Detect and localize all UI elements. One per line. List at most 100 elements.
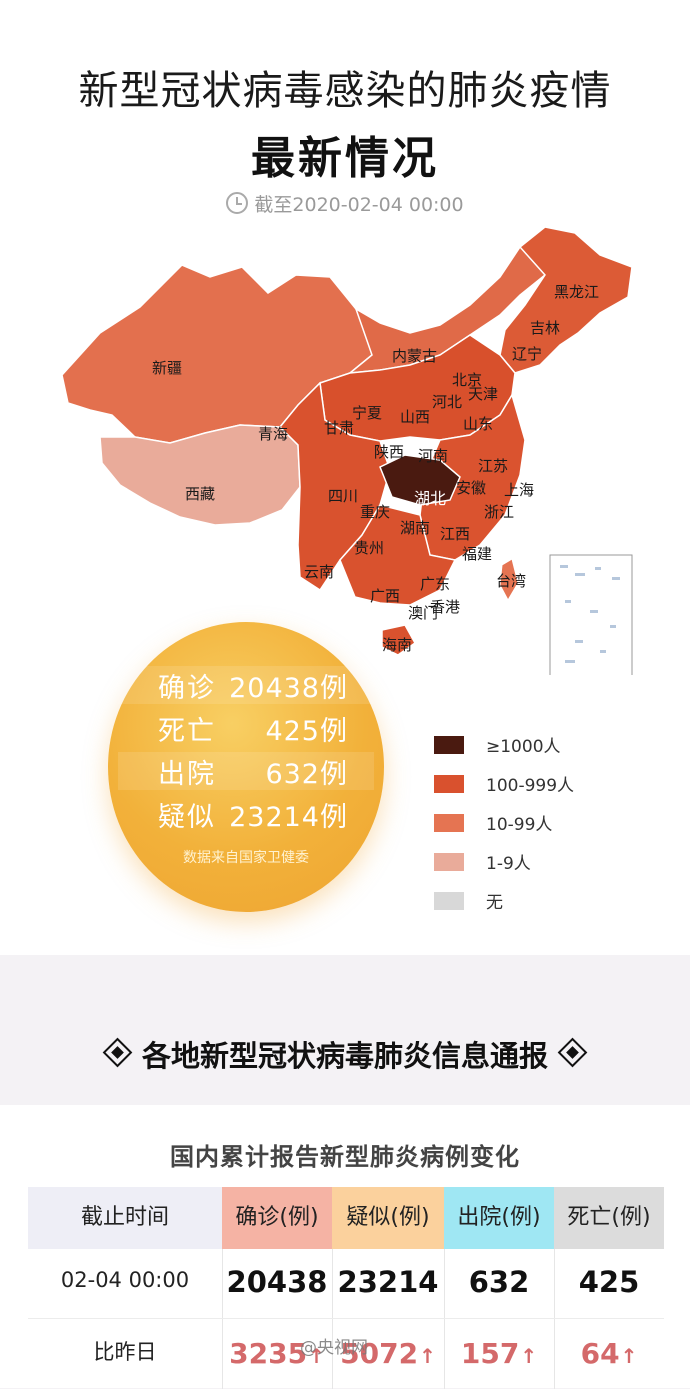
legend-swatch [434,853,464,871]
data-source: 数据来自国家卫健委 [183,850,309,866]
up-arrow-icon: ↑ [308,1344,325,1368]
legend-swatch [434,736,464,754]
deaths-label: 死亡 [158,716,216,747]
summary-circle: 确诊 20438例 死亡 425例 出院 632例 疑似 23214例 数据来自… [108,622,384,912]
header-recovered: 出院(例) [444,1187,554,1249]
province-label: 香港 [430,598,461,616]
south-sea-inset [549,554,633,675]
region-taiwan [499,558,519,602]
province-label: 福建 [462,545,493,563]
as-of-time: 截至2020-02-04 00:00 [0,190,690,217]
region-hubei [379,454,461,506]
watermark: @央视网 [300,1338,368,1358]
china-map-svg [61,226,633,675]
row2-confirmed-value: 3235 [229,1337,308,1370]
as-of-text: 截至2020-02-04 00:00 [254,194,464,216]
province-label: 四川 [328,487,359,505]
province-label: 广东 [420,575,451,593]
province-label: 黑龙江 [554,283,600,301]
province-label: 上海 [504,481,535,499]
province-label: 江苏 [478,457,509,475]
confirmed-label: 确诊 [158,673,216,704]
province-label: 天津 [468,385,499,403]
legend-label: 100-999人 [486,776,575,796]
row2-suspected-value: 5072 [340,1337,419,1370]
row2-confirmed: 3235↑ [222,1323,332,1385]
row2-recovered: 157↑ [444,1323,554,1385]
up-arrow-icon: ↑ [419,1344,436,1368]
province-label: 海南 [382,636,413,654]
legend-swatch [434,892,464,910]
province-label: 河北 [432,393,463,411]
province-label: 辽宁 [512,345,543,363]
row1-recovered: 632 [468,1265,530,1299]
diamond-icon [102,1037,133,1068]
province-label: 广西 [370,587,401,605]
province-label: 吉林 [530,319,561,337]
header-time: 截止时间 [28,1187,222,1249]
province-label: 澳门 [408,604,439,622]
page-subtitle: 最新情况 [251,133,439,184]
recovered-label: 出院 [158,759,216,790]
suspected-label: 疑似 [158,802,216,833]
row2-suspected: 5072↑ [332,1323,444,1385]
province-label: 云南 [304,563,335,581]
row1-deaths: 425 [578,1265,640,1299]
region-south [339,504,457,606]
section-title: 各地新型冠状病毒肺炎信息通报 [0,1033,690,1075]
province-label: 浙江 [484,503,515,521]
province-label: 山西 [400,408,431,426]
province-label-hubei: 湖北 [414,489,447,508]
province-label: 安徽 [456,479,487,497]
province-label: 青海 [258,425,289,443]
province-label: 江西 [440,525,471,543]
legend-label: 10-99人 [486,815,553,835]
recovered-value: 632例 [265,759,348,790]
up-arrow-icon: ↑ [520,1344,538,1368]
row1-confirmed: 20438 [226,1265,328,1299]
china-map: 黑龙江 吉林 辽宁 内蒙古 北京 天津 河北 山东 山西 宁夏 甘肃 新疆 青海… [0,205,690,675]
province-label: 湖南 [400,519,431,537]
suspected-row: 疑似 23214例 [158,795,358,833]
row1-suspected: 23214 [337,1265,439,1299]
diamond-icon [557,1037,588,1068]
province-label: 内蒙古 [392,347,438,365]
table-title: 国内累计报告新型肺炎病例变化 [170,1143,520,1171]
deaths-value: 425例 [265,716,348,747]
region-northeast [499,226,633,374]
legend-label: ≥1000人 [486,737,561,757]
row2-label: 比昨日 [93,1340,157,1364]
legend-label: 1-9人 [486,854,531,874]
up-arrow-icon: ↑ [620,1344,638,1368]
province-label: 重庆 [360,503,391,521]
recovered-row: 出院 632例 [158,752,358,790]
province-label: 甘肃 [324,419,355,437]
row2-deaths-value: 64 [580,1337,620,1370]
legend-swatch [434,814,464,832]
province-label: 山东 [463,415,494,433]
province-label: 北京 [452,371,483,389]
section-title-text: 各地新型冠状病毒肺炎信息通报 [141,1039,548,1073]
header-confirmed: 确诊(例) [222,1187,332,1249]
region-hainan [381,624,416,656]
province-label: 贵州 [354,539,385,557]
province-label: 河南 [418,447,449,465]
confirmed-value: 20438例 [229,673,348,704]
province-label: 陕西 [374,443,405,461]
page-title: 新型冠状病毒感染的肺炎疫情 [78,68,612,114]
confirmed-row: 确诊 20438例 [158,666,358,704]
row2-deaths: 64↑ [554,1323,664,1385]
clock-icon [226,192,249,214]
province-label: 宁夏 [352,404,383,422]
header-suspected: 疑似(例) [332,1187,444,1249]
province-label: 西藏 [185,485,216,503]
suspected-value: 23214例 [229,802,348,833]
row2-recovered-value: 157 [460,1337,520,1370]
legend-swatch [434,775,464,793]
province-label: 台湾 [496,572,527,590]
header-deaths: 死亡(例) [554,1187,664,1249]
deaths-row: 死亡 425例 [158,709,358,747]
legend-label: 无 [486,893,503,913]
region-tibet [99,424,301,526]
province-label: 新疆 [152,359,183,377]
